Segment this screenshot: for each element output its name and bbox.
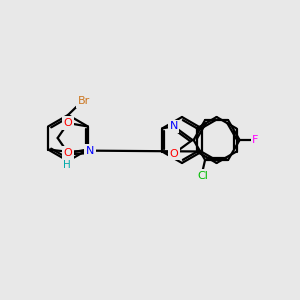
Text: H: H (63, 160, 71, 170)
Text: Cl: Cl (197, 171, 208, 181)
Text: Br: Br (78, 96, 90, 106)
Text: O: O (64, 148, 72, 158)
Text: O: O (169, 149, 178, 159)
Text: O: O (64, 118, 72, 128)
Text: F: F (252, 135, 259, 145)
Text: N: N (85, 146, 94, 156)
Text: N: N (169, 121, 178, 131)
